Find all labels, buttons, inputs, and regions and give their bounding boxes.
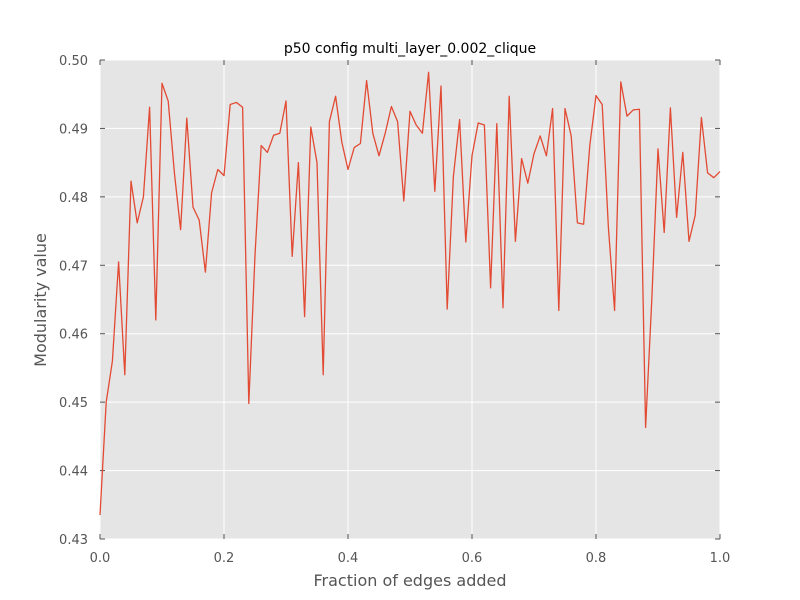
chart-title: p50 config multi_layer_0.002_clique [284, 41, 536, 57]
grid-lines [99, 59, 721, 540]
y-tick-label: 0.45 [59, 396, 88, 411]
x-tick-label: 1.0 [710, 551, 731, 566]
x-tick-label: 0.2 [214, 551, 235, 566]
series-layer [99, 71, 721, 516]
axis-ticks: 0.0 0.2 0.4 0.6 0.8 1.0 0.43 0.44 0.45 0.46 0.47 0.… [59, 54, 730, 566]
y-axis-label: Modularity value [31, 233, 50, 367]
y-tick-label: 0.43 [59, 533, 88, 548]
y-tick-label: 0.50 [59, 54, 88, 69]
x-tick-label: 0.6 [462, 551, 483, 566]
y-tick-label: 0.44 [59, 465, 88, 480]
y-tick-label: 0.49 [59, 122, 88, 137]
x-tick-label: 0.4 [338, 551, 359, 566]
plot-area [100, 60, 720, 539]
x-axis-label: Fraction of edges added [314, 571, 507, 590]
y-tick-label: 0.48 [59, 191, 88, 206]
x-tick-label: 0.0 [90, 551, 111, 566]
y-tick-label: 0.46 [59, 328, 88, 343]
y-tick-label: 0.47 [59, 259, 88, 274]
x-tick-label: 0.8 [586, 551, 607, 566]
